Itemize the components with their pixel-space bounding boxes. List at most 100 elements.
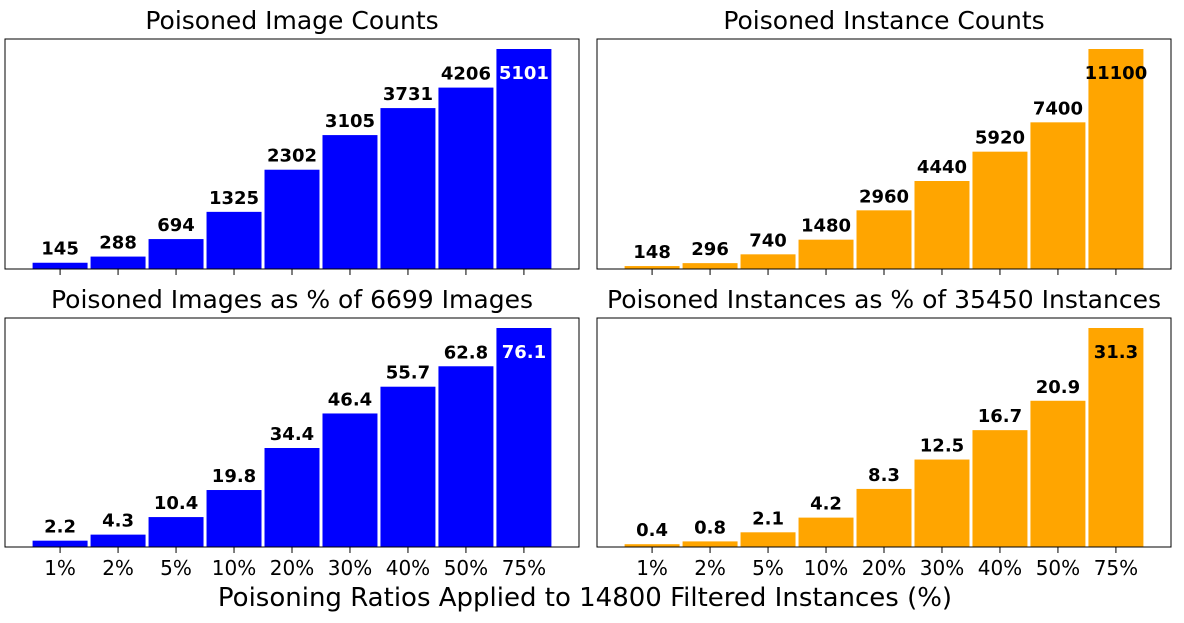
x-tick-label: 75% xyxy=(1094,556,1138,580)
bar xyxy=(264,448,320,547)
axes-frame xyxy=(596,317,1172,548)
bar xyxy=(90,256,146,269)
bar xyxy=(148,239,204,269)
bar xyxy=(682,263,738,269)
data-label: 740 xyxy=(749,230,787,251)
x-tick-label: 10% xyxy=(804,556,848,580)
bar xyxy=(856,210,912,269)
bar xyxy=(682,541,738,547)
bar xyxy=(1088,49,1144,269)
bar xyxy=(148,517,204,547)
bar xyxy=(972,430,1028,547)
chart-panel-2: Poisoned Instance Counts 148 296 740 1480 296… xyxy=(596,6,1172,275)
data-label: 2302 xyxy=(267,146,317,167)
bar xyxy=(90,534,146,547)
x-tick-label: 30% xyxy=(920,556,964,580)
x-tick-label: 1% xyxy=(44,556,76,580)
bar xyxy=(914,181,970,269)
data-label: 0.4 xyxy=(636,520,668,541)
chart-panel-4: Poisoned Instances as % of 35450 Instanc… xyxy=(596,285,1172,580)
data-label: 1325 xyxy=(209,188,259,209)
data-label: 2960 xyxy=(859,186,909,207)
data-label: 19.8 xyxy=(212,466,256,487)
data-label: 12.5 xyxy=(920,436,964,457)
data-label: 2.1 xyxy=(752,508,784,529)
data-label: 31.3 xyxy=(1094,342,1138,363)
bar xyxy=(1030,400,1086,547)
data-label: 4206 xyxy=(441,64,491,85)
bar xyxy=(624,266,680,269)
data-label: 76.1 xyxy=(502,342,546,363)
data-label: 5920 xyxy=(975,128,1025,149)
data-label: 694 xyxy=(157,215,195,236)
data-label: 10.4 xyxy=(154,493,198,514)
data-label: 8.3 xyxy=(868,465,900,486)
chart-panel-3: Poisoned Images as % of 6699 Images 2.2 1%… xyxy=(4,285,580,580)
x-tick-label: 10% xyxy=(212,556,256,580)
chart-title: Poisoned Images as % of 6699 Images xyxy=(51,285,533,314)
data-label: 11100 xyxy=(1085,63,1148,84)
bar xyxy=(798,517,854,547)
bar xyxy=(972,151,1028,269)
x-tick-label: 50% xyxy=(1036,556,1080,580)
bar xyxy=(32,540,88,547)
data-label: 5101 xyxy=(499,63,549,84)
bar xyxy=(1088,328,1144,547)
chart-title: Poisoned Image Counts xyxy=(145,6,438,35)
bar xyxy=(380,108,436,269)
x-tick-label: 50% xyxy=(444,556,488,580)
x-tick-label: 30% xyxy=(328,556,372,580)
x-tick-label: 20% xyxy=(270,556,314,580)
bar xyxy=(32,262,88,269)
data-label: 4440 xyxy=(917,157,967,178)
data-label: 3731 xyxy=(383,84,433,105)
data-label: 20.9 xyxy=(1036,377,1080,398)
data-label: 4.3 xyxy=(102,511,134,532)
x-tick-label: 5% xyxy=(752,556,784,580)
x-tick-label: 75% xyxy=(502,556,546,580)
bar xyxy=(264,169,320,269)
data-label: 34.4 xyxy=(270,424,314,445)
bar xyxy=(322,413,378,547)
data-label: 1480 xyxy=(801,216,851,237)
x-tick-label: 1% xyxy=(636,556,668,580)
x-tick-label: 40% xyxy=(386,556,430,580)
bar xyxy=(740,254,796,269)
data-label: 7400 xyxy=(1033,98,1083,119)
bar xyxy=(438,366,494,547)
data-label: 0.8 xyxy=(694,517,726,538)
data-label: 4.2 xyxy=(810,494,842,515)
axes-frame xyxy=(4,38,580,270)
x-tick-label: 5% xyxy=(160,556,192,580)
x-tick-label: 2% xyxy=(694,556,726,580)
bar xyxy=(380,386,436,547)
bar xyxy=(914,459,970,547)
data-label: 145 xyxy=(41,239,79,260)
data-label: 288 xyxy=(99,233,137,254)
bar xyxy=(322,135,378,269)
data-label: 62.8 xyxy=(444,342,488,363)
bar xyxy=(496,328,552,547)
data-label: 46.4 xyxy=(328,389,372,410)
bar xyxy=(206,490,262,547)
chart-title: Poisoned Instance Counts xyxy=(723,6,1044,35)
bar xyxy=(740,532,796,547)
bar xyxy=(206,211,262,269)
bar xyxy=(624,544,680,547)
data-label: 3105 xyxy=(325,111,375,132)
data-label: 296 xyxy=(691,239,729,260)
data-label: 55.7 xyxy=(386,363,430,384)
bar xyxy=(438,87,494,269)
chart-panel-1: Poisoned Image Counts 145 288 694 1325 2302 31… xyxy=(4,6,580,275)
bar xyxy=(856,488,912,547)
x-tick-label: 40% xyxy=(978,556,1022,580)
figure-x-axis-label: Poisoning Ratios Applied to 14800 Filter… xyxy=(218,583,952,613)
data-label: 16.7 xyxy=(978,406,1022,427)
axes-frame xyxy=(596,38,1172,270)
bar xyxy=(798,239,854,269)
bar xyxy=(1030,122,1086,269)
data-label: 2.2 xyxy=(44,517,76,538)
x-tick-label: 20% xyxy=(862,556,906,580)
chart-title: Poisoned Instances as % of 35450 Instanc… xyxy=(607,285,1161,314)
